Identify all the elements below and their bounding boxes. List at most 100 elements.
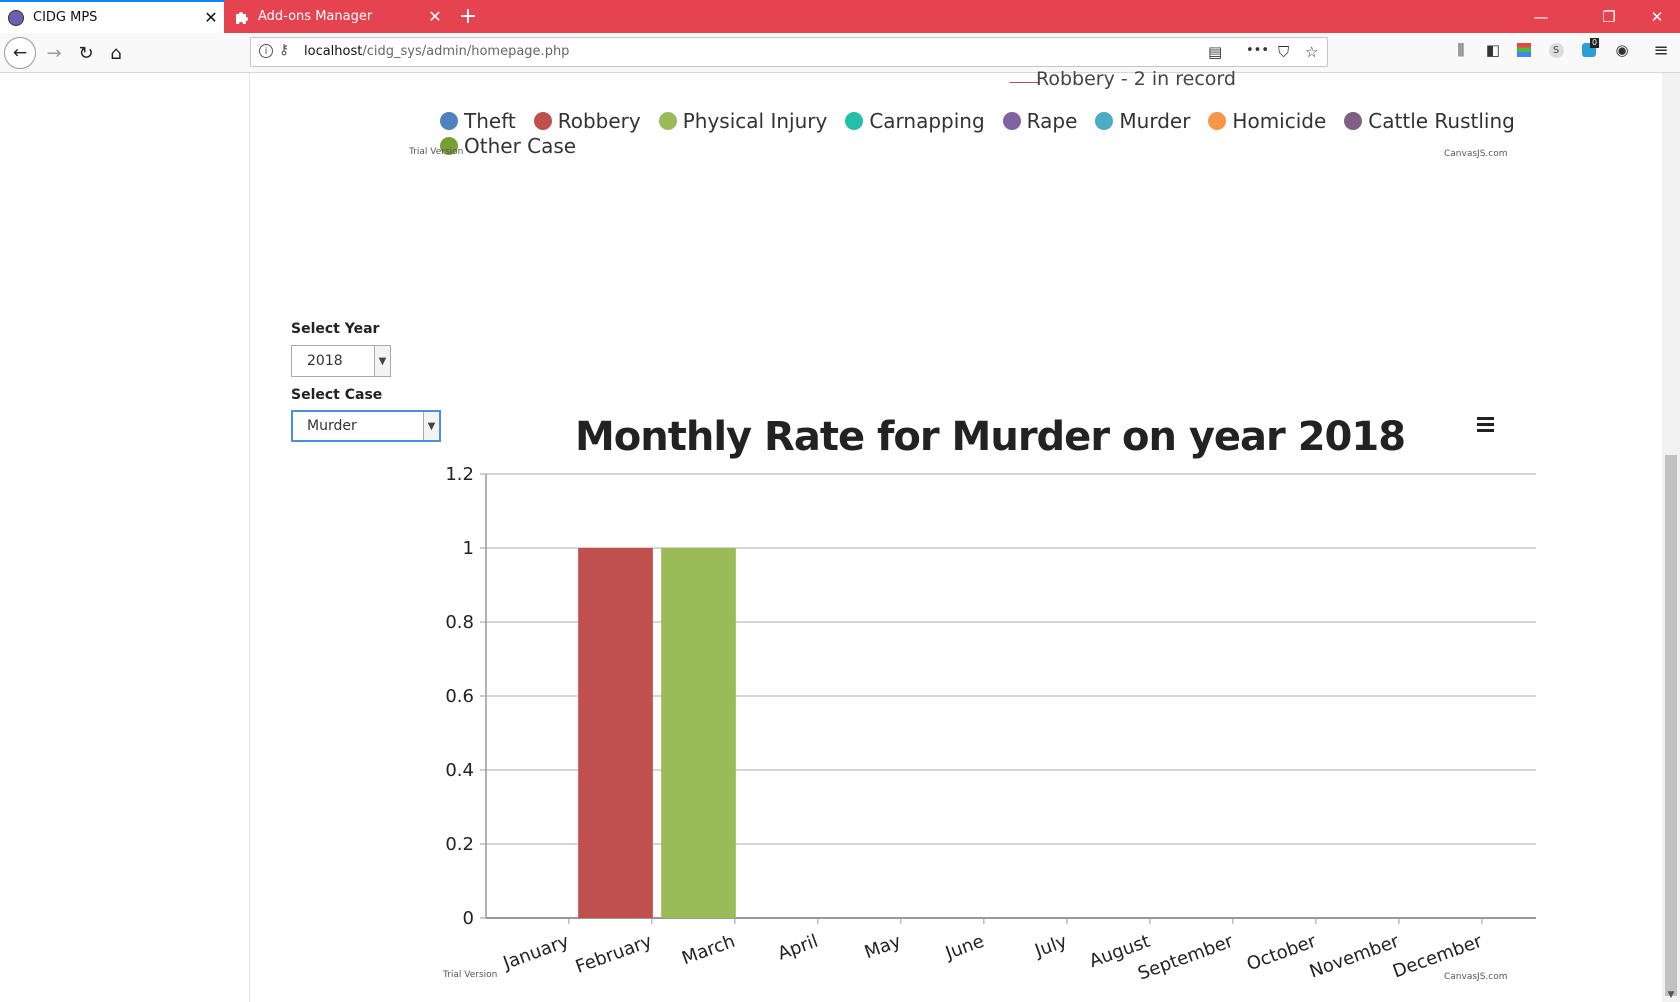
legend-item[interactable]: Homicide [1208, 109, 1326, 133]
legend-marker-icon [1344, 111, 1363, 130]
x-tick-label: March [679, 931, 738, 970]
x-tick-label: July [1031, 931, 1070, 962]
info-icon[interactable]: i [259, 44, 273, 58]
back-button[interactable]: ← [4, 37, 36, 69]
key-icon: ⚷ [279, 42, 290, 58]
extension-s-icon[interactable]: S [1546, 40, 1566, 60]
legend-label: Rape [1026, 108, 1078, 133]
page-actions-icon[interactable]: ••• [1246, 43, 1270, 58]
scrollbar-thumb[interactable] [1665, 455, 1677, 996]
legend-item[interactable]: Rape [1002, 108, 1078, 133]
bar-february[interactable] [578, 548, 653, 918]
legend-item[interactable]: Robbery [533, 108, 641, 133]
legend-label: Cattle Rustling [1368, 108, 1515, 133]
tab-title: CIDG MPS [33, 10, 98, 25]
legend-marker-icon [533, 111, 552, 130]
chart-menu-button[interactable] [1474, 414, 1498, 434]
legend-row: Theft Robbery Physical Injury Carnapping Rap… [440, 108, 1540, 133]
pie-canvasjs-credit[interactable]: CanvasJS.com [1444, 149, 1508, 159]
minimize-button[interactable]: — [1533, 7, 1549, 26]
chart-y-axis: 0 0.2 0.4 0.6 0.8 1 1.2 [445, 464, 487, 929]
legend-item[interactable]: Carnapping [845, 108, 985, 133]
url-path: /cidg_sys/admin/homepage.php [362, 44, 570, 59]
chevron-down-icon: ▼ [374, 346, 390, 376]
close-window-button[interactable]: ✕ [1650, 7, 1664, 26]
pie-slice-connector [1002, 74, 1040, 83]
x-tick-label: February [573, 931, 655, 978]
legend-label: Robbery [557, 108, 641, 133]
y-tick-label: 0.2 [445, 834, 474, 855]
chart-x-axis: January February March April May June July Augu… [500, 918, 1485, 985]
tab-addons-manager[interactable]: Add-ons Manager ✕ [224, 0, 448, 33]
page-sidebar [0, 73, 250, 1002]
y-tick-label: 0.8 [445, 612, 474, 633]
new-tab-button[interactable]: + [458, 4, 478, 29]
tab-bar: CIDG MPS ✕ Add-ons Manager ✕ + — ❐ ✕ [0, 0, 1680, 33]
legend-label: Other Case [464, 133, 577, 158]
arrow-left-icon: ← [12, 43, 28, 63]
legend-label: Carnapping [869, 108, 985, 133]
notification-badge: 0 [1590, 38, 1600, 48]
legend-item[interactable]: Physical Injury [658, 109, 827, 133]
legend-item[interactable]: Murder [1095, 109, 1190, 133]
extension-color-icon[interactable] [1514, 40, 1534, 60]
tab-title: Add-ons Manager [258, 9, 373, 24]
library-icon[interactable]: ⫼ [1457, 41, 1465, 59]
notification-extension-icon[interactable]: 0 [1579, 38, 1600, 60]
home-button[interactable]: ⌂ [100, 37, 132, 69]
legend-label: Murder [1119, 108, 1191, 133]
restore-button[interactable]: ❐ [1602, 7, 1616, 26]
legend-item[interactable]: Cattle Rustling [1344, 109, 1515, 133]
chart-gridlines [486, 473, 1536, 919]
reader-view-icon[interactable]: ▤ [1208, 43, 1223, 61]
x-tick-label: June [942, 931, 987, 964]
url-bar[interactable]: i ⚷ localhost/cidg_sys/admin/homepage.ph… [250, 37, 1328, 67]
tab-cidg-mps[interactable]: CIDG MPS ✕ [0, 0, 224, 33]
legend-marker-icon [1002, 111, 1021, 130]
forward-button[interactable]: → [38, 37, 70, 69]
chart-bars [578, 548, 736, 918]
monthly-rate-bar-chart: Monthly Rate for Murder on year 2018 0 0.… [442, 414, 1536, 985]
chart-canvasjs-credit[interactable]: CanvasJS.com [1444, 972, 1507, 982]
sidebar-toggle-icon[interactable]: ◧ [1485, 41, 1501, 59]
scroll-down-icon[interactable]: ▼ [1667, 990, 1675, 1000]
legend-item[interactable]: Other Case [440, 134, 576, 158]
close-tab-icon[interactable]: ✕ [428, 7, 442, 26]
pie-trial-version-text: Trial Version [409, 147, 464, 157]
y-tick-label: 0.4 [445, 760, 474, 781]
puzzle-piece-icon [236, 11, 248, 24]
bookmark-star-icon[interactable]: ☆ [1305, 43, 1319, 61]
bar-march[interactable] [661, 548, 736, 918]
site-favicon-icon [8, 9, 24, 26]
pie-slice-label: Robbery - 2 in record [1036, 68, 1236, 90]
x-tick-label: November [1307, 931, 1403, 983]
chart-trial-version-text: Trial Version [442, 970, 497, 980]
home-icon: ⌂ [110, 42, 122, 64]
hamburger-menu-icon[interactable]: ≡ [1653, 39, 1669, 61]
legend-item[interactable]: Theft [440, 109, 516, 133]
select-case-label: Select Case [291, 387, 383, 403]
year-select[interactable]: 2018 ▼ [291, 345, 391, 377]
url-host: localhost [304, 44, 363, 59]
page-scrollbar[interactable]: ▼ [1662, 73, 1680, 1002]
url-text[interactable]: localhost/cidg_sys/admin/homepage.php [304, 44, 569, 59]
y-tick-label: 1.2 [445, 464, 474, 485]
reload-button[interactable]: ↻ [70, 37, 102, 69]
shield-extension-icon[interactable]: ◉ [1615, 41, 1629, 59]
pocket-icon[interactable]: ⛉ [1278, 43, 1290, 61]
case-select[interactable]: Murder ▼ [291, 410, 441, 442]
x-tick-label: January [500, 931, 573, 975]
reload-icon: ↻ [78, 42, 94, 64]
legend-marker-icon [440, 111, 458, 130]
x-tick-label: September [1135, 931, 1236, 985]
legend-row: Other Case [440, 133, 1540, 158]
legend-marker-icon [1095, 111, 1114, 130]
legend-marker-icon [845, 111, 864, 130]
legend-marker-icon [440, 136, 458, 155]
close-tab-icon[interactable]: ✕ [204, 8, 218, 27]
legend-marker-icon [1208, 111, 1227, 130]
y-tick-label: 0.6 [445, 686, 474, 707]
y-tick-label: 1 [463, 538, 474, 559]
navigation-toolbar: ← → ↻ ⌂ i ⚷ localhost/cidg_sys/admin/hom… [0, 33, 1680, 73]
select-year-label: Select Year [291, 321, 380, 337]
